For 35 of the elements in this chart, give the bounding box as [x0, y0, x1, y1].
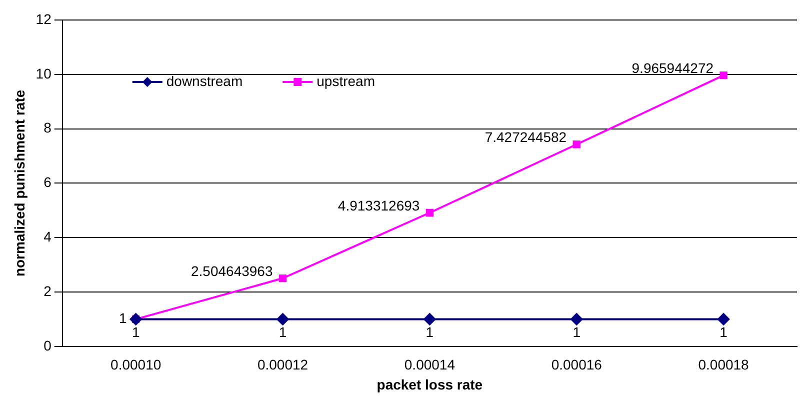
legend-label: downstream — [166, 72, 243, 89]
point — [278, 274, 287, 282]
x-tick-label: 0.00016 — [551, 356, 602, 373]
point — [426, 208, 434, 217]
point — [572, 140, 580, 148]
data-label: 1 — [278, 324, 287, 340]
x-tick-label: 0.00010 — [110, 356, 162, 373]
x-tick-label: 0.00012 — [257, 356, 308, 373]
y-tick-label: 12 — [36, 10, 52, 27]
y-tick-label: 2 — [44, 282, 52, 299]
point — [720, 72, 728, 80]
y-tick-label: 8 — [44, 120, 52, 136]
legend-label: upstream — [316, 72, 375, 89]
y-tick-label: 0 — [44, 337, 52, 354]
data-label: 1 — [572, 324, 581, 340]
data-label: 1 — [132, 324, 140, 340]
data-label: 1 — [426, 324, 434, 340]
x-tick-label: 0.00014 — [404, 356, 456, 373]
x-tick-label: 0.00018 — [698, 356, 750, 373]
y-tick-label: 10 — [36, 65, 52, 82]
data-label: 4.913312693 — [338, 198, 420, 214]
data-label: 9.965944272 — [632, 60, 714, 76]
data-label: 2.504643963 — [190, 263, 273, 280]
point — [276, 313, 289, 326]
point — [570, 313, 583, 326]
point — [130, 313, 142, 326]
data-label: 1 — [720, 324, 728, 340]
y-tick-label: 6 — [44, 174, 52, 190]
point — [718, 313, 730, 326]
x-axis-title: packet loss rate — [376, 376, 483, 392]
y-tick-label: 4 — [44, 228, 52, 244]
point — [424, 313, 436, 326]
data-label: 1 — [119, 310, 128, 326]
y-axis-title: normalized punishment rate — [11, 90, 28, 277]
data-label: 7.427244582 — [484, 129, 567, 146]
